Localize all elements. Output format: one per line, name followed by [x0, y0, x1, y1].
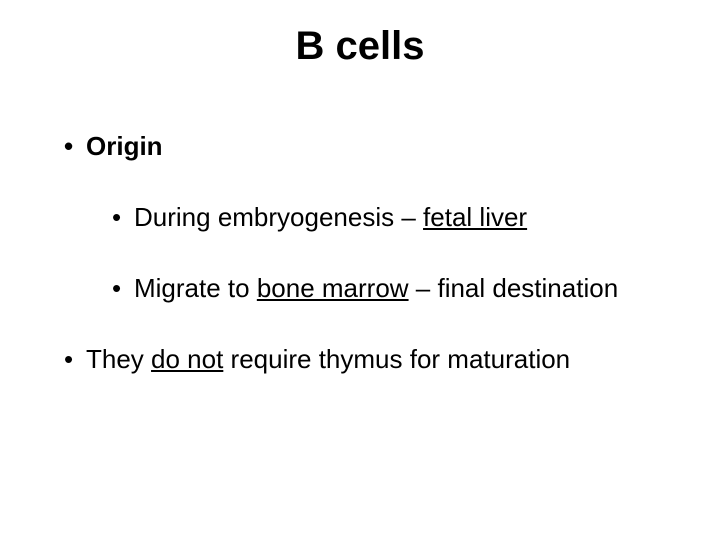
slide-title: B cells — [0, 0, 720, 69]
text-underlined: do not — [151, 344, 223, 374]
bullet-marker: • — [112, 273, 134, 304]
text-pre: Migrate to — [134, 273, 257, 303]
bullet-embryogenesis: •During embryogenesis – fetal liver — [64, 202, 720, 233]
text-post: – final destination — [409, 273, 619, 303]
text-post: require thymus for maturation — [223, 344, 570, 374]
bullet-marker: • — [64, 131, 86, 162]
bullet-marker: • — [112, 202, 134, 233]
bullet-marker: • — [64, 344, 86, 375]
text-underlined: fetal liver — [423, 202, 527, 232]
bullet-origin: •Origin — [64, 131, 720, 162]
slide-body: •Origin •During embryogenesis – fetal li… — [0, 69, 720, 375]
bullet-origin-text: Origin — [86, 131, 163, 161]
bullet-thymus: •They do not require thymus for maturati… — [64, 344, 720, 375]
text-pre: They — [86, 344, 151, 374]
bullet-migrate: •Migrate to bone marrow – final destinat… — [64, 273, 720, 304]
text-pre: During embryogenesis – — [134, 202, 423, 232]
text-underlined: bone marrow — [257, 273, 409, 303]
